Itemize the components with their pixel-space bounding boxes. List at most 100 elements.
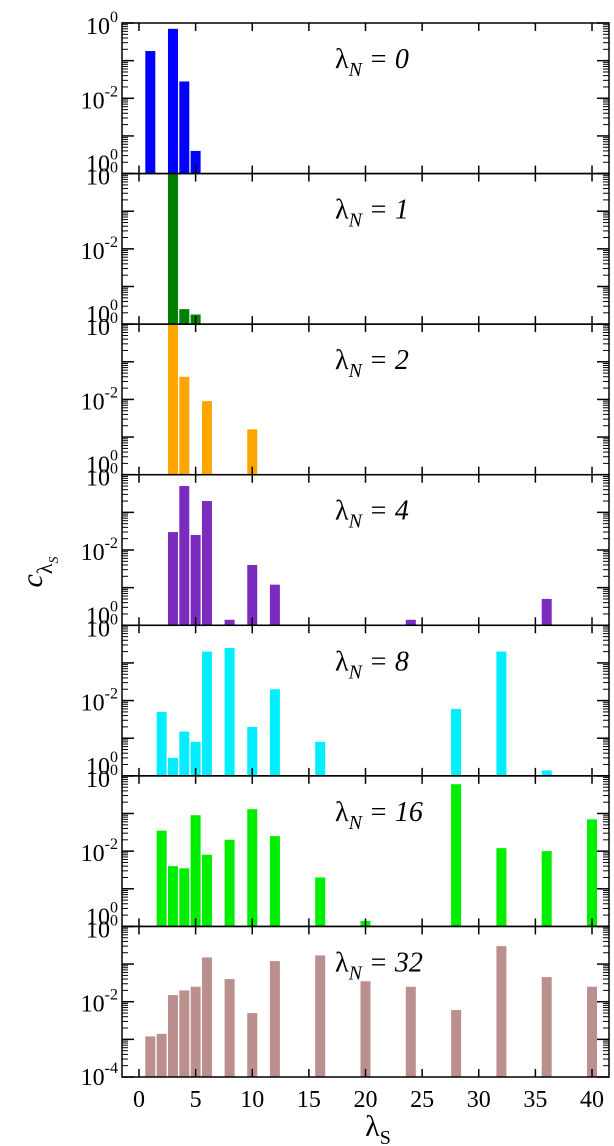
y-tick-label: 100: [86, 749, 118, 780]
y-tick-label: 100: [86, 461, 118, 492]
x-tick-label: 0: [133, 1087, 145, 1113]
bar: [179, 376, 190, 475]
bar: [224, 839, 235, 927]
bar: [541, 851, 552, 927]
y-tick-label: 10-2: [81, 535, 118, 566]
x-axis-title: λS: [365, 1110, 391, 1146]
bar: [247, 809, 258, 927]
y-tick-label: 10-2: [81, 686, 118, 717]
bar: [190, 535, 201, 626]
panel-4: 100 10-2 100 λN = 8: [81, 611, 610, 780]
bar: [156, 830, 167, 927]
y-tick-label: 100: [86, 297, 118, 328]
bar: [145, 51, 156, 174]
bar: [269, 689, 280, 776]
bar: [190, 150, 201, 174]
bar: [190, 815, 201, 927]
bar: [247, 429, 258, 475]
bar: [405, 619, 416, 626]
y-tick-label: 100: [86, 9, 118, 40]
y-tick-label: 100: [86, 147, 118, 178]
bar: [541, 598, 552, 626]
bar: [269, 961, 280, 1077]
bar: [451, 1010, 462, 1077]
bar: [145, 1036, 156, 1077]
bar: [201, 401, 212, 475]
x-tick-label: 30: [467, 1087, 491, 1113]
y-tick-label: 100: [86, 762, 118, 793]
bar: [167, 324, 178, 475]
y-tick-label: 100: [86, 912, 118, 943]
bar: [190, 986, 201, 1077]
bar: [541, 977, 552, 1077]
panel-3: 100 10-2 100 λN = 4: [81, 461, 610, 629]
y-axis-title: cλS: [16, 557, 62, 588]
bar: [224, 619, 235, 626]
bar: [179, 81, 190, 174]
panel-2: 100 10-2 100 λN = 2: [81, 310, 610, 479]
bar: [201, 651, 212, 776]
panel-label: λN = 4: [335, 496, 409, 533]
bar: [179, 990, 190, 1077]
bar: [587, 986, 598, 1077]
bar: [360, 981, 371, 1077]
panel-label: λN = 16: [335, 797, 423, 834]
y-tick-label: 100: [86, 899, 118, 930]
bar: [179, 309, 190, 325]
y-tick-label: 100: [86, 448, 118, 479]
y-tick-label: 10-2: [81, 83, 118, 114]
x-tick-label: 15: [297, 1087, 321, 1113]
bar: [179, 486, 190, 626]
bar: [496, 946, 507, 1077]
bar: [451, 784, 462, 927]
x-tick-label: 5: [190, 1087, 202, 1113]
y-tick-label: 100: [86, 310, 118, 341]
panel-label: λN = 2: [335, 345, 409, 382]
bar: [167, 532, 178, 626]
bar: [315, 741, 326, 776]
bar: [167, 173, 178, 325]
x-tick-label: 20: [354, 1087, 378, 1113]
bar: [167, 28, 178, 174]
panel-label: λN = 0: [335, 44, 409, 81]
y-tick-label: 10-4: [81, 1060, 118, 1091]
bar: [201, 957, 212, 1077]
y-tick-label: 10-2: [81, 836, 118, 867]
x-tick-label: 35: [523, 1087, 547, 1113]
bar: [190, 741, 201, 776]
y-tick-label: 10-2: [81, 234, 118, 265]
y-tick-label: 10-2: [81, 384, 118, 415]
bar: [224, 979, 235, 1077]
bar: [224, 647, 235, 776]
bar: [587, 819, 598, 927]
y-tick-label: 100: [86, 160, 118, 191]
bar: [269, 836, 280, 927]
bar: [269, 584, 280, 626]
bar: [167, 757, 178, 776]
bar: [179, 731, 190, 776]
bar: [247, 1013, 258, 1077]
bar: [156, 1033, 167, 1077]
panel-label: λN = 8: [335, 646, 409, 683]
bar: [315, 955, 326, 1077]
panel-label: λN = 1: [335, 195, 409, 232]
bar: [167, 866, 178, 927]
bar: [179, 868, 190, 927]
bar: [496, 651, 507, 776]
panel-1: 100 10-2 100 λN = 1: [81, 160, 610, 328]
bar: [156, 711, 167, 776]
bar: [247, 726, 258, 776]
panel-label: λN = 32: [335, 947, 423, 984]
bar: [451, 708, 462, 776]
bar: [201, 854, 212, 927]
bar: [247, 564, 258, 626]
x-tick-label: 10: [240, 1087, 264, 1113]
bar: [496, 848, 507, 927]
y-tick-label: 100: [86, 611, 118, 642]
panel-5: 100 10-2 100 λN = 16: [81, 762, 610, 930]
x-tick-label: 40: [580, 1087, 604, 1113]
bar: [201, 501, 212, 626]
y-tick-label: 10-2: [81, 987, 118, 1018]
